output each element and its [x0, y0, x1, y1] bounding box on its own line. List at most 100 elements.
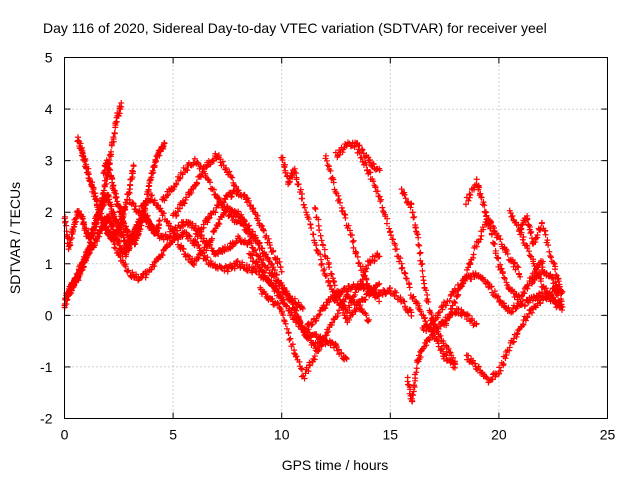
- data-point: [524, 245, 531, 252]
- data-point: [289, 341, 296, 348]
- data-point: [524, 313, 531, 320]
- series-s12: [246, 250, 415, 336]
- data-point: [129, 167, 136, 174]
- data-point: [245, 223, 252, 230]
- data-point: [241, 191, 248, 198]
- series-s18: [332, 139, 383, 174]
- data-point: [313, 315, 320, 322]
- data-point: [467, 192, 474, 199]
- data-point: [320, 242, 327, 249]
- series-s3: [62, 99, 125, 303]
- y-tick-label: 3: [45, 153, 53, 169]
- data-point: [545, 242, 552, 249]
- data-point: [339, 289, 346, 296]
- data-point: [269, 295, 276, 302]
- data-point: [328, 271, 335, 278]
- data-point: [79, 215, 86, 222]
- data-point: [306, 359, 313, 366]
- data-point: [282, 169, 289, 176]
- data-point: [278, 268, 285, 275]
- data-point: [240, 221, 247, 228]
- data-point: [81, 157, 88, 164]
- data-point: [123, 201, 130, 208]
- data-point: [322, 152, 329, 159]
- data-point: [498, 265, 505, 272]
- data-point: [310, 231, 317, 238]
- series-s28: [528, 264, 565, 305]
- data-point: [421, 315, 428, 322]
- x-tick-label: 15: [383, 427, 399, 443]
- data-point: [470, 251, 477, 258]
- data-point: [308, 225, 315, 232]
- data-point: [397, 255, 404, 262]
- data-point: [496, 364, 503, 371]
- data-point: [533, 268, 540, 275]
- data-point: [148, 266, 155, 273]
- data-point: [401, 269, 408, 276]
- data-point: [402, 195, 409, 202]
- data-point: [393, 246, 400, 253]
- data-point: [491, 288, 498, 295]
- x-tick-label: 10: [274, 427, 290, 443]
- data-point: [183, 194, 190, 201]
- data-point: [495, 255, 502, 262]
- data-point: [293, 353, 300, 360]
- data-point: [352, 308, 359, 315]
- data-point: [454, 292, 461, 299]
- data-point: [109, 223, 116, 230]
- data-point: [513, 331, 520, 338]
- data-point: [298, 365, 305, 372]
- data-point: [90, 186, 97, 193]
- data-point: [492, 250, 499, 257]
- data-point: [410, 388, 417, 395]
- data-point: [110, 236, 117, 243]
- data-point: [248, 240, 255, 247]
- data-point: [158, 251, 165, 258]
- data-point: [438, 346, 445, 353]
- data-point: [370, 178, 377, 185]
- plot-frame: [64, 57, 608, 419]
- data-point: [308, 322, 315, 329]
- data-point: [537, 278, 544, 285]
- data-point: [200, 224, 207, 231]
- data-point: [357, 302, 364, 309]
- data-point: [62, 296, 69, 303]
- data-point: [408, 312, 415, 319]
- data-point: [465, 264, 472, 271]
- data-point: [497, 367, 504, 374]
- x-axis-title: GPS time / hours: [282, 457, 389, 473]
- y-tick-label: 0: [45, 307, 53, 323]
- data-point: [317, 251, 324, 258]
- data-point: [354, 253, 361, 260]
- data-point: [159, 252, 166, 259]
- data-point: [417, 249, 424, 256]
- data-point: [326, 264, 333, 271]
- data-point: [468, 276, 475, 283]
- data-point: [363, 161, 370, 168]
- data-point: [509, 212, 516, 219]
- data-point: [463, 316, 470, 323]
- data-point: [543, 285, 550, 292]
- series-s21: [404, 305, 480, 405]
- data-point: [515, 222, 522, 229]
- y-tick-label: -2: [40, 411, 53, 427]
- data-point: [321, 252, 328, 259]
- data-point: [113, 194, 120, 201]
- data-point: [499, 268, 506, 275]
- data-point: [471, 360, 478, 367]
- data-point: [160, 210, 167, 217]
- data-point: [367, 169, 374, 176]
- data-point: [149, 170, 156, 177]
- data-point: [443, 302, 450, 309]
- data-point: [343, 356, 350, 363]
- data-point: [525, 248, 532, 255]
- data-point: [350, 244, 357, 251]
- data-point: [410, 382, 417, 389]
- data-point: [223, 206, 230, 213]
- data-point: [224, 268, 231, 275]
- data-point: [283, 290, 290, 297]
- data-point: [204, 242, 211, 249]
- data-point: [329, 319, 336, 326]
- data-point: [252, 234, 259, 241]
- series-s26: [506, 207, 566, 310]
